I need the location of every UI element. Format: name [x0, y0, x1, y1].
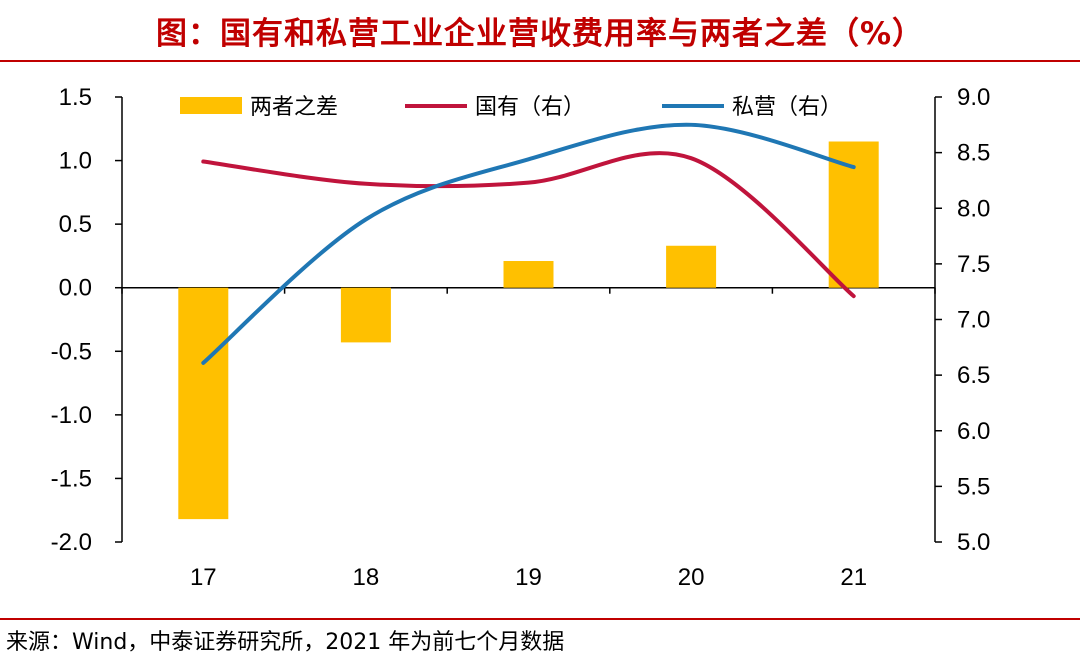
legend: 两者之差 国有（右） 私营（右） — [180, 95, 842, 120]
left-axis-tick-label: 0.0 — [59, 275, 92, 302]
bar-difference — [178, 287, 229, 520]
bar-difference — [666, 245, 717, 288]
left-axis-tick-label: -1.0 — [51, 402, 92, 429]
left-axis-tick-label: -2.0 — [51, 529, 92, 556]
legend-item-private-label: 私营（右） — [732, 95, 842, 120]
line-private — [201, 122, 856, 365]
bar-difference — [340, 287, 391, 343]
line-state-owned — [201, 151, 856, 299]
right-axis-tick-label: 6.5 — [957, 362, 990, 389]
title-divider — [0, 60, 1080, 62]
right-axis-tick-label: 5.0 — [957, 529, 990, 556]
x-axis-tick-label: 17 — [190, 564, 217, 591]
bar-difference — [503, 261, 554, 288]
x-axis-tick-label: 19 — [515, 564, 542, 591]
right-axis-tick-label: 5.5 — [957, 473, 990, 500]
right-axis-tick-label: 9.0 — [957, 84, 990, 111]
left-axis-tick-label: 1.5 — [59, 84, 92, 111]
right-axis-tick-label: 6.0 — [957, 418, 990, 445]
chart-title: 图：国有和私营工业企业营收费用率与两者之差（%） — [155, 15, 925, 52]
left-axis-tick-label: -1.5 — [51, 465, 92, 492]
x-axis-tick-label: 18 — [353, 564, 380, 591]
legend-item-state-owned-label: 国有（右） — [475, 95, 585, 120]
x-axis-tick-label: 20 — [678, 564, 705, 591]
left-axis-tick-label: 1.0 — [59, 148, 92, 175]
right-axis-tick-label: 7.0 — [957, 307, 990, 334]
source-divider — [0, 618, 1080, 620]
source-note: 来源：Wind，中泰证券研究所，2021 年为前七个月数据 — [6, 630, 565, 655]
right-axis-tick-label: 8.0 — [957, 195, 990, 222]
left-axis-tick-label: 0.5 — [59, 211, 92, 238]
right-axis-tick-label: 7.5 — [957, 251, 990, 278]
combo-chart: 1.5 1.0 0.5 0.0 -0.5 -1.0 -1.5 -2.0 9.0 8.5 8.0 7.5… — [51, 84, 991, 591]
x-axis-tick-label: 21 — [840, 564, 867, 591]
right-axis-tick-label: 8.5 — [957, 140, 990, 167]
left-axis-tick-label: -0.5 — [51, 338, 92, 365]
legend-item-difference-swatch — [180, 97, 242, 114]
legend-item-difference-label: 两者之差 — [250, 95, 338, 120]
